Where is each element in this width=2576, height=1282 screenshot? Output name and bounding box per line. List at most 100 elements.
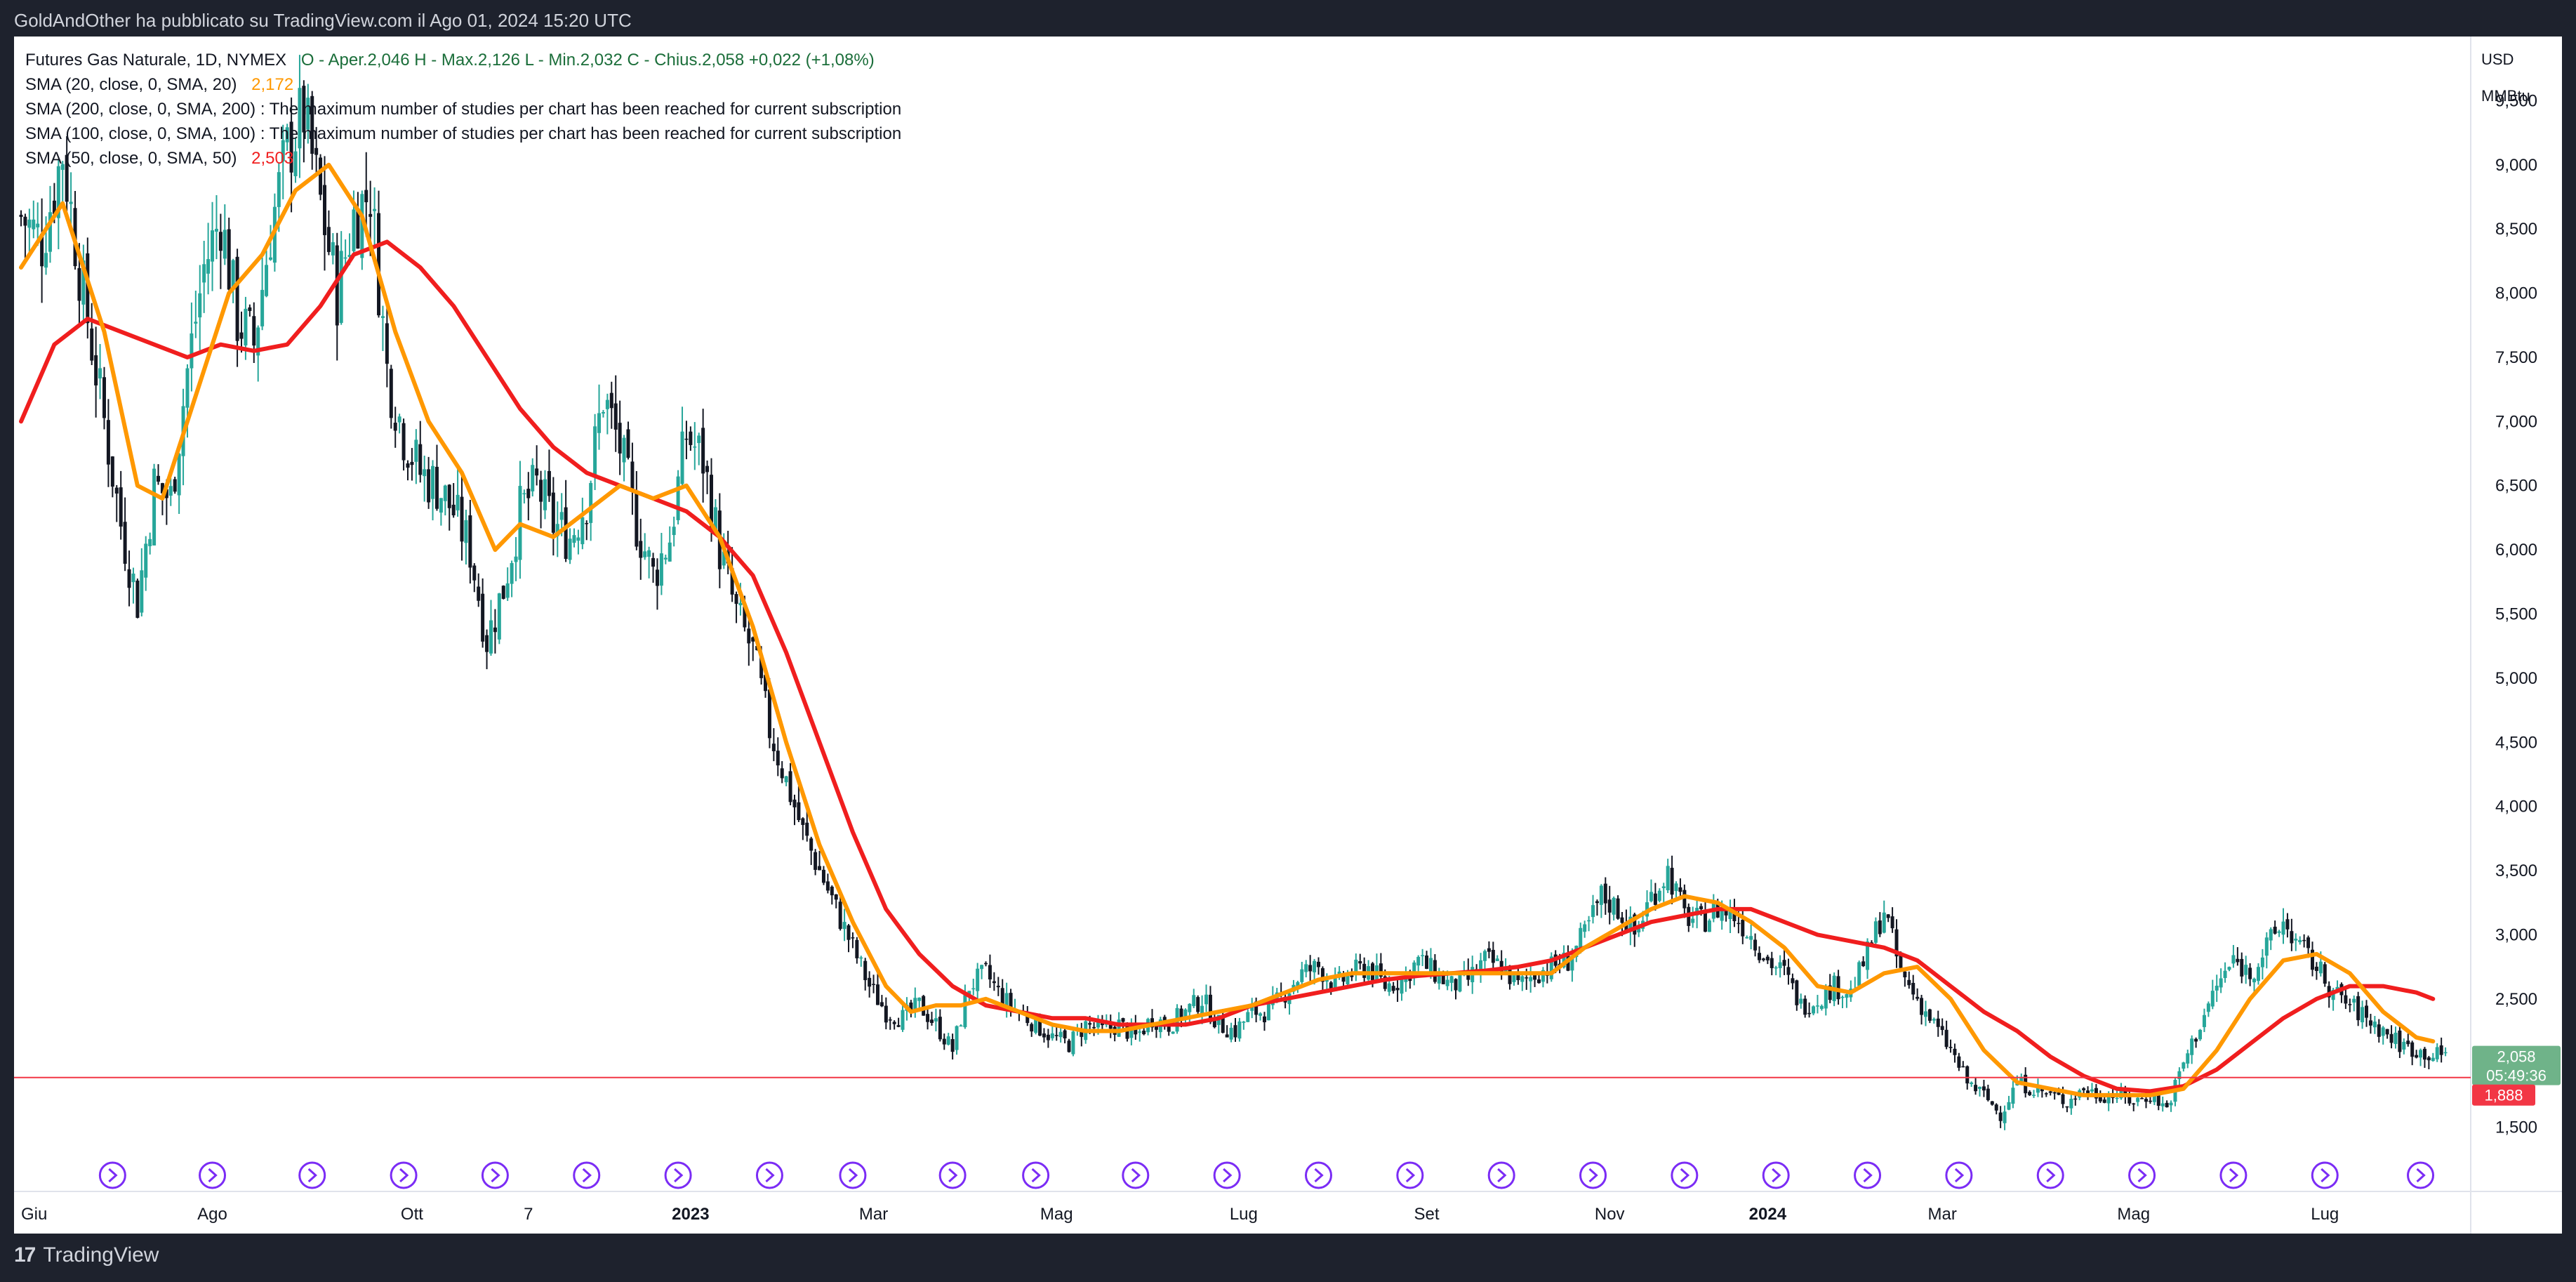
event-icon-arrow	[108, 1168, 118, 1183]
chart-area[interactable]: 1,5002,0002,5003,0003,5004,0004,5005,000…	[14, 37, 2562, 1234]
candle	[423, 455, 427, 502]
candle-body	[1998, 1112, 2003, 1121]
candle-body	[1994, 1104, 1998, 1111]
legend-sma20[interactable]: SMA (20, close, 0, SMA, 20) 2,172	[25, 75, 293, 95]
legend-sma100[interactable]: SMA (100, close, 0, SMA, 100) : The maxi…	[25, 124, 901, 144]
dividend-arrow-icon[interactable]	[390, 1161, 418, 1189]
event-icon-arrow	[2046, 1168, 2056, 1183]
candle-body	[680, 431, 684, 484]
dividend-arrow-icon[interactable]	[938, 1161, 967, 1189]
event-icon-ring	[390, 1161, 418, 1189]
candle	[1861, 956, 1866, 967]
candle-body	[863, 960, 868, 981]
candle-body	[1266, 1004, 1270, 1021]
candle	[1250, 998, 1254, 1019]
dividend-arrow-icon[interactable]	[1945, 1161, 1973, 1189]
dividend-arrow-icon[interactable]	[1854, 1161, 1882, 1189]
candle-body	[593, 426, 597, 475]
candle-body	[572, 535, 576, 543]
dividend-arrow-icon[interactable]	[298, 1161, 326, 1189]
y-tick-label: 4,500	[2495, 733, 2537, 752]
dividend-arrow-icon[interactable]	[1762, 1161, 1790, 1189]
candle	[572, 528, 576, 548]
candle-body	[901, 1010, 905, 1030]
x-tick-label: 2024	[1749, 1205, 1787, 1224]
candle-body	[1250, 1004, 1254, 1011]
dividend-arrow-icon[interactable]	[2311, 1161, 2339, 1189]
dividend-arrow-icon[interactable]	[839, 1161, 867, 1189]
price-axis[interactable]: 1,5002,0002,5003,0003,5004,0004,5005,000…	[2472, 91, 2561, 1137]
dividend-arrow-icon[interactable]	[98, 1161, 126, 1189]
dividend-arrow-icon[interactable]	[199, 1161, 227, 1189]
candle-body	[934, 1018, 938, 1022]
currency-label[interactable]: USD	[2481, 51, 2514, 68]
dividend-arrow-icon[interactable]	[2219, 1161, 2248, 1189]
candle-body	[1845, 994, 1849, 998]
dividend-arrow-icon[interactable]	[2128, 1161, 2156, 1189]
dividend-arrow-icon[interactable]	[1671, 1161, 1699, 1189]
candle-body	[1674, 883, 1678, 892]
candle-body	[689, 431, 693, 445]
dividend-arrow-icon[interactable]	[1213, 1161, 1241, 1189]
candle	[2290, 918, 2294, 951]
candle	[1204, 984, 1209, 1012]
candle	[580, 497, 585, 550]
candle	[2310, 941, 2314, 977]
candle	[663, 554, 668, 564]
candle	[2210, 979, 2215, 1010]
candle	[792, 794, 797, 826]
candle-body	[106, 420, 110, 465]
candle	[285, 124, 289, 151]
candle	[1316, 957, 1320, 975]
candle-body	[285, 127, 289, 143]
price-chart[interactable]: 1,5002,0002,5003,0003,5004,0004,5005,000…	[14, 37, 2562, 1234]
time-axis[interactable]: Giu Ago Ott 7 2023 Mar Mag Lug Set Nov 2024 Mar Mag L…	[21, 1205, 2339, 1224]
candle-body	[1491, 949, 1495, 963]
dividend-arrow-icon[interactable]	[1122, 1161, 1150, 1189]
candle	[119, 470, 123, 540]
candle-body	[339, 251, 343, 323]
dividend-arrow-icon[interactable]	[481, 1161, 509, 1189]
candle-body	[326, 227, 331, 252]
candle	[65, 136, 69, 211]
candle-body	[1657, 890, 1661, 901]
candle	[1400, 977, 1404, 1001]
dividend-arrow-icon[interactable]	[2407, 1161, 2435, 1189]
candle-body	[2202, 1015, 2206, 1027]
candle-body	[1188, 1003, 1192, 1012]
candle	[1374, 953, 1379, 983]
dividend-arrow-icon[interactable]	[1579, 1161, 1607, 1189]
candle	[1795, 979, 1799, 1011]
candle	[872, 974, 876, 993]
tradingview-logo[interactable]: 17 TradingView	[14, 1243, 159, 1267]
legend-sma200[interactable]: SMA (200, close, 0, SMA, 200) : The maxi…	[25, 100, 901, 119]
candle	[888, 1017, 892, 1030]
dividend-arrow-icon[interactable]	[2036, 1161, 2064, 1189]
event-icon-ring	[98, 1161, 126, 1189]
event-icon-ring	[1213, 1161, 1241, 1189]
unit-label[interactable]: MMBtu	[2481, 87, 2530, 105]
legend-main[interactable]: Futures Gas Naturale, 1D, NYMEX O - Aper…	[25, 51, 875, 70]
candle	[680, 407, 684, 487]
candle-body	[976, 968, 980, 991]
candle-body	[1192, 995, 1196, 1007]
line-price-badge[interactable]: 1,888	[2472, 1084, 2535, 1106]
legend-sma50[interactable]: SMA (50, close, 0, SMA, 50) 2,503	[25, 149, 293, 168]
dividend-arrow-icon[interactable]	[755, 1161, 783, 1189]
candle-body	[1923, 1011, 1927, 1017]
dividend-arrow-icon[interactable]	[1487, 1161, 1515, 1189]
candle	[2281, 908, 2285, 944]
dividend-arrow-icon[interactable]	[664, 1161, 692, 1189]
dividend-arrow-icon[interactable]	[1304, 1161, 1332, 1189]
candle-body	[331, 242, 335, 256]
candle	[2132, 1102, 2136, 1111]
y-tick-label: 4,000	[2495, 798, 2537, 817]
dividend-arrow-icon[interactable]	[573, 1161, 601, 1189]
candle	[1994, 1103, 1998, 1115]
dividend-arrow-icon[interactable]	[1022, 1161, 1050, 1189]
candle	[1981, 1080, 1986, 1097]
candle	[1703, 900, 1707, 932]
candle	[339, 231, 343, 325]
dividend-arrow-icon[interactable]	[1396, 1161, 1424, 1189]
